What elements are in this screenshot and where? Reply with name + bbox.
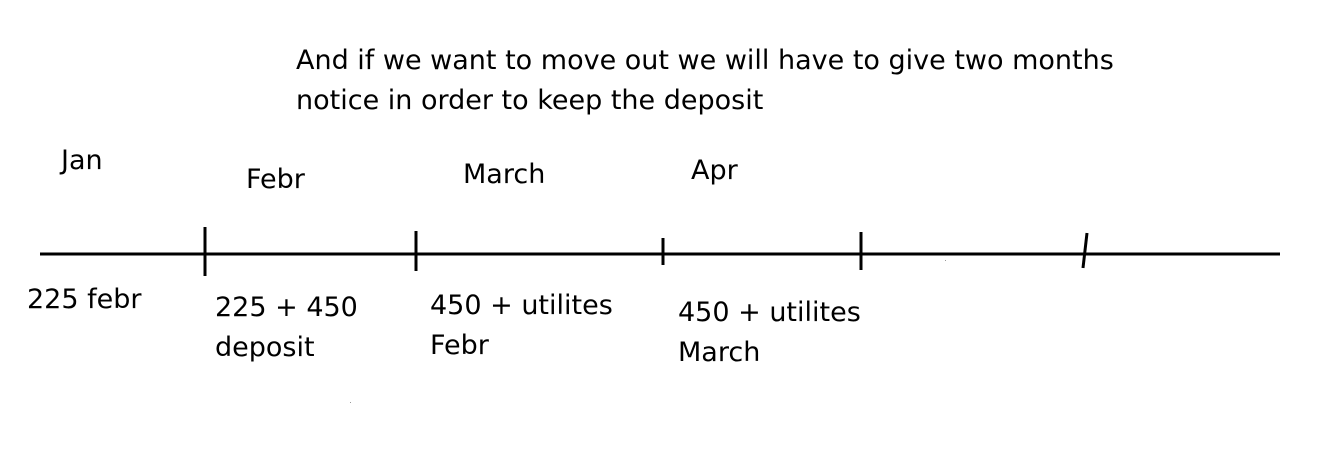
payment-jan: 225 febr [27, 284, 142, 315]
timeline-tick-5 [1081, 232, 1089, 269]
month-label-march: March [463, 159, 546, 190]
payment-march: 450 + utilites Febr [430, 286, 613, 366]
payment-march-line-1: 450 + utilites [430, 290, 613, 321]
note-line-1: And if we want to move out we will have … [296, 45, 1114, 76]
month-label-apr: Apr [691, 155, 738, 186]
stray-dot [350, 402, 351, 403]
payment-apr: 450 + utilites March [678, 293, 861, 373]
payment-apr-line-1: 450 + utilites [678, 297, 861, 328]
note-line-2: notice in order to keep the deposit [296, 85, 764, 116]
payment-feb-line-2: deposit [215, 332, 315, 363]
payment-feb-line-1: 225 + 450 [215, 292, 358, 323]
month-label-jan: Jan [61, 145, 103, 176]
payment-apr-line-2: March [678, 337, 761, 368]
note-text: And if we want to move out we will have … [296, 41, 1114, 121]
payment-feb: 225 + 450 deposit [215, 288, 358, 368]
stray-dot [945, 260, 946, 261]
payment-march-line-2: Febr [430, 330, 489, 361]
month-label-feb: Febr [246, 164, 305, 195]
